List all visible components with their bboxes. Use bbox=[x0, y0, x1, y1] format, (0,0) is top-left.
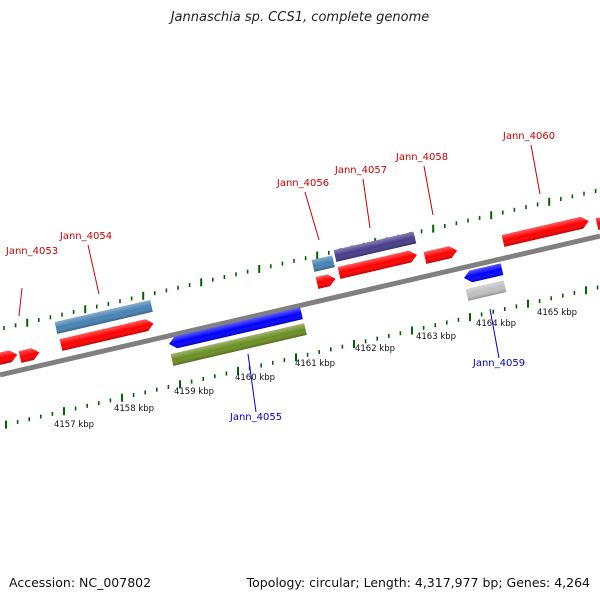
gene-label-jann-4055: Jann_4055 bbox=[229, 412, 282, 423]
gene-jann-4057 bbox=[337, 250, 417, 279]
gene-label-jann-4053: Jann_4053 bbox=[5, 246, 58, 257]
leader-line bbox=[18, 287, 23, 317]
gene-label-jann-4054: Jann_4054 bbox=[59, 231, 112, 242]
feature-layer bbox=[0, 216, 600, 367]
scale-label: 4157 kbp bbox=[54, 420, 94, 430]
gene-label-jann-4060: Jann_4060 bbox=[502, 131, 555, 142]
label-leader-lines bbox=[18, 144, 541, 413]
page-title: Jannaschia sp. CCS1, complete genome bbox=[170, 10, 430, 25]
scale-label: 4162 kbp bbox=[355, 344, 395, 354]
scale-label: 4164 kbp bbox=[476, 319, 516, 329]
gene-label-jann-4059: Jann_4059 bbox=[472, 358, 525, 369]
gene-jann-4055 bbox=[169, 307, 303, 349]
genome-backbone bbox=[0, 233, 600, 378]
leader-line bbox=[530, 144, 541, 195]
gene-jann-4057-feature bbox=[333, 231, 417, 262]
gene-jann-4053 bbox=[18, 348, 40, 363]
gene-jann-4056 bbox=[315, 274, 336, 289]
leader-line bbox=[304, 191, 320, 241]
gene-jann-4061 bbox=[595, 217, 600, 230]
scale-label: 4163 kbp bbox=[416, 332, 456, 342]
scale-label: 4161 kbp bbox=[295, 359, 335, 369]
leader-line bbox=[423, 165, 434, 216]
leader-line bbox=[247, 353, 257, 413]
scale-label: 4159 kbp bbox=[174, 387, 214, 397]
gene-label-jann-4056: Jann_4056 bbox=[276, 178, 329, 189]
reverse-tick-track bbox=[5, 285, 599, 429]
forward-tick-track bbox=[3, 189, 597, 331]
accession-text: Accession: NC_007802 bbox=[9, 575, 152, 590]
gene-jann-4055-feature bbox=[170, 323, 307, 366]
scale-label: 4165 kbp bbox=[537, 308, 577, 318]
gene-jann-4059 bbox=[464, 263, 504, 283]
leader-line bbox=[489, 308, 500, 359]
gene-jann-4054 bbox=[59, 319, 154, 351]
gene-label-jann-4058: Jann_4058 bbox=[395, 152, 448, 163]
scale-label: 4158 kbp bbox=[114, 404, 154, 414]
leader-line bbox=[362, 178, 371, 229]
gene-jann-4060 bbox=[501, 216, 589, 247]
gene-jann-4052 bbox=[0, 350, 18, 367]
genome-summary-text: Topology: circular; Length: 4,317,977 bp… bbox=[246, 575, 590, 590]
gene-jann-4056-feature bbox=[311, 255, 335, 272]
gene-jann-4059-feature bbox=[465, 280, 507, 301]
gene-label-jann-4057: Jann_4057 bbox=[334, 165, 387, 176]
scale-label: 4160 kbp bbox=[235, 373, 275, 383]
gene-jann-4058 bbox=[423, 246, 458, 264]
scale-labels: 4157 kbp 4158 kbp 4159 kbp 4160 kbp 4161 kbp… bbox=[54, 308, 577, 430]
gene-jann-4054-feature bbox=[54, 300, 153, 334]
leader-line bbox=[87, 244, 100, 295]
